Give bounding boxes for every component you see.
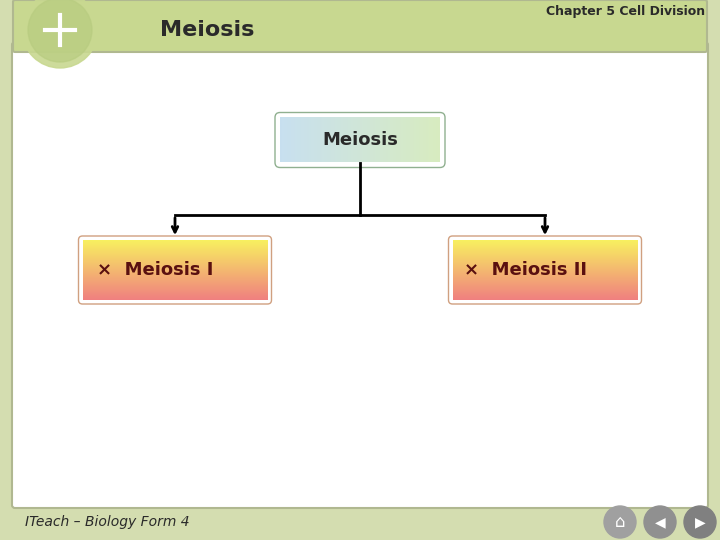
Circle shape (22, 0, 98, 68)
Text: Chapter 5 Cell Division: Chapter 5 Cell Division (546, 5, 705, 18)
Text: ×  Meiosis I: × Meiosis I (96, 261, 213, 279)
Circle shape (604, 506, 636, 538)
Circle shape (644, 506, 676, 538)
Circle shape (28, 0, 92, 62)
Text: ◀: ◀ (654, 515, 665, 529)
Text: Meiosis: Meiosis (322, 131, 398, 149)
Text: Meiosis: Meiosis (160, 20, 254, 40)
FancyBboxPatch shape (13, 0, 707, 52)
Circle shape (684, 506, 716, 538)
Text: ⌂: ⌂ (615, 513, 625, 531)
Text: ITeach – Biology Form 4: ITeach – Biology Form 4 (25, 515, 189, 529)
Text: ×  Meiosis II: × Meiosis II (464, 261, 587, 279)
Text: ▶: ▶ (695, 515, 706, 529)
FancyBboxPatch shape (12, 42, 708, 508)
